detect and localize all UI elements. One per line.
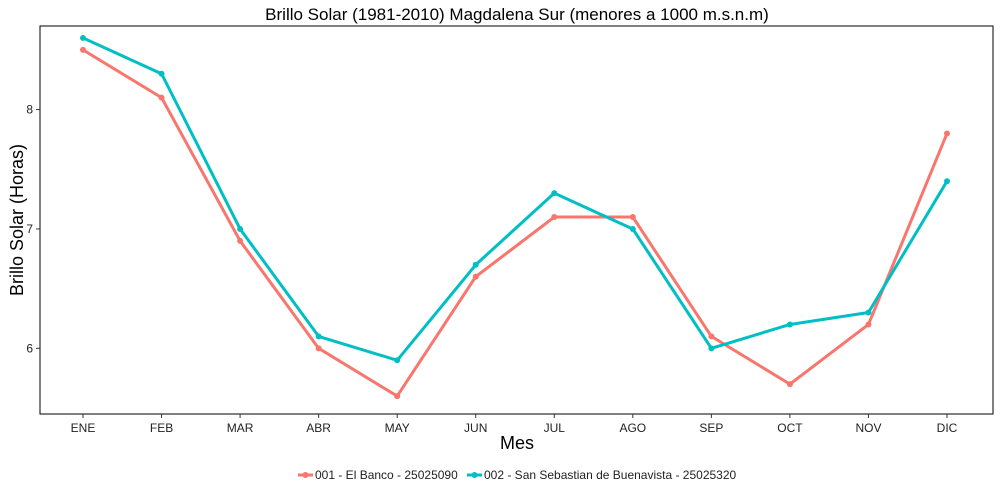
series-line-2 [82, 36, 949, 362]
data-point-series-1 [944, 130, 950, 137]
data-point-series-2 [394, 357, 401, 364]
data-point-series-2 [944, 178, 950, 185]
data-point-series-1 [472, 273, 479, 280]
data-point-series-1 [315, 345, 322, 352]
data-point-series-1 [80, 46, 86, 53]
legend-label-2: 002 - San Sebastian de Buenavista - 2502… [484, 468, 737, 482]
x-tick-label: OCT [777, 421, 803, 435]
data-point-series-2 [80, 34, 86, 41]
x-tick-label: FEB [150, 421, 173, 435]
x-tick-label: JUL [544, 421, 566, 435]
data-point-series-2 [786, 321, 793, 328]
series-layer [80, 34, 950, 400]
data-point-series-1 [708, 333, 715, 340]
x-tick-label: AGO [619, 421, 646, 435]
data-point-series-2 [237, 225, 244, 232]
data-point-series-2 [158, 70, 165, 77]
chart-title: Brillo Solar (1981-2010) Magdalena Sur (… [265, 5, 769, 24]
legend-label-1: 001 - El Banco - 25025090 [315, 468, 458, 482]
data-point-series-2 [472, 261, 479, 268]
y-axis: 6 7 8 [26, 103, 40, 355]
x-tick-label: ABR [306, 421, 331, 435]
y-axis-label: Brillo Solar (Horas) [7, 144, 27, 296]
x-tick-label: DIC [937, 421, 958, 435]
data-point-series-2 [551, 190, 558, 197]
x-axis: ENE FEB MAR ABR MAY JUN JUL AGO SEP OCT NOV DIC [71, 414, 958, 435]
data-point-series-1 [237, 237, 244, 244]
data-point-series-1 [551, 214, 558, 221]
x-tick-label: ENE [71, 421, 96, 435]
x-tick-label: JUN [464, 421, 487, 435]
data-point-series-1 [158, 94, 165, 101]
x-tick-label: MAR [227, 421, 254, 435]
data-point-series-1 [786, 381, 793, 388]
x-tick-label: SEP [699, 421, 723, 435]
legend-marker-2 [471, 472, 478, 478]
data-point-series-2 [708, 345, 715, 352]
data-point-series-1 [629, 214, 636, 221]
series-line-1 [82, 48, 949, 398]
y-tick-label: 6 [26, 341, 33, 355]
data-point-series-2 [315, 333, 322, 340]
x-tick-label: NOV [855, 421, 881, 435]
legend: 001 - El Banco - 25025090 002 - San Sebas… [298, 468, 737, 482]
legend-marker-1 [302, 472, 309, 478]
y-tick-label: 8 [26, 103, 33, 117]
data-point-series-2 [629, 225, 636, 232]
y-tick-label: 7 [26, 222, 33, 236]
x-tick-label: MAY [385, 421, 410, 435]
data-point-series-1 [394, 393, 401, 400]
data-point-series-1 [865, 321, 872, 328]
plot-panel [39, 25, 994, 415]
data-point-series-2 [865, 309, 872, 316]
x-axis-label: Mes [500, 433, 534, 453]
